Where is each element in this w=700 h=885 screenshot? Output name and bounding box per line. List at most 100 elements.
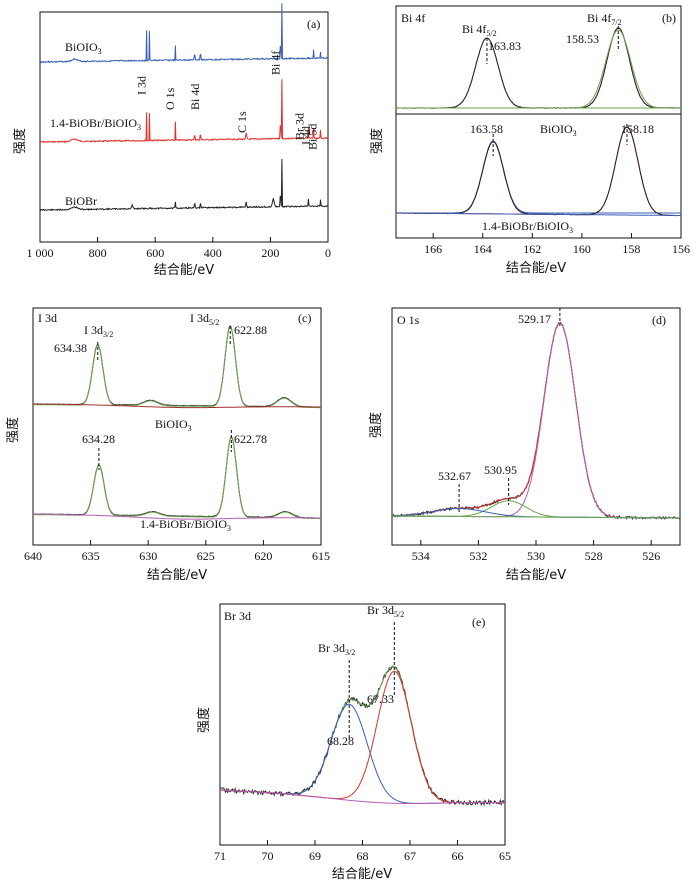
series-label-biobr: BiOBr xyxy=(65,194,97,208)
spectrum-lower xyxy=(395,126,682,217)
xtick-label: 67 xyxy=(404,849,416,863)
xtick-label: 71 xyxy=(214,849,226,863)
xtick-label: 160 xyxy=(573,242,591,256)
peak-value-634-38: 634.38 xyxy=(54,341,87,355)
panel-b-sample-lower: 1.4-BiOBr/BiOIO3 xyxy=(482,219,573,235)
xtick-label: 528 xyxy=(585,549,603,563)
panel-b-title: Bi 4f xyxy=(401,11,425,25)
panel-d-series xyxy=(391,321,681,521)
xtick-label: 534 xyxy=(412,549,430,563)
peak-label: Bi 5d xyxy=(305,124,319,150)
xtick-label: 400 xyxy=(204,246,222,260)
component-lower-blue xyxy=(396,140,681,214)
peak-name-i3d32: I 3d3/2 xyxy=(84,323,113,339)
xtick-label: 69 xyxy=(309,849,321,863)
xtick-label: 200 xyxy=(261,246,279,260)
peak-name-br3d52: Br 3d5/2 xyxy=(367,603,404,619)
panel-d: O 1s (d) 534 532 530 528 526 532.67 530.95 5… xyxy=(368,307,681,583)
panel-a-xticks: 1 000 800 600 400 200 0 xyxy=(27,237,331,260)
baseline xyxy=(392,515,680,519)
panel-c-peak-markers xyxy=(97,326,232,470)
panel-e-letter: (e) xyxy=(472,615,485,629)
panel-c-ylabel: 强度 xyxy=(5,417,21,443)
panel-c: I 3d (c) 640 635 630 625 620 615 I 3d3/2 I 3d… xyxy=(5,307,330,583)
fit-upper xyxy=(396,27,681,109)
panel-b: Bi 4f (b) 166 164 162 160 158 156 Bi 4f5/2 Bi… xyxy=(369,5,690,276)
peak-name-br3d32: Br 3d3/2 xyxy=(318,641,355,657)
peak-label: Bi 4d xyxy=(188,84,202,110)
xtick-label: 620 xyxy=(254,549,272,563)
peak-value-67-33: 67.33 xyxy=(367,692,394,706)
panel-d-frame xyxy=(391,307,681,546)
xtick-label: 65 xyxy=(499,849,511,863)
fit-lower xyxy=(33,436,321,520)
panel-c-sample-lower: 1.4-BiOBr/BiOIO3 xyxy=(140,517,231,533)
fit-upper xyxy=(33,325,321,409)
series-label-composite: 1.4-BiOBr/BiOIO3 xyxy=(50,116,141,132)
panel-e-xticks: 71 70 69 68 67 66 65 xyxy=(214,840,511,863)
xtick-label: 68 xyxy=(357,849,369,863)
xtick-label: 526 xyxy=(642,549,660,563)
peak-label: Bi 4f xyxy=(269,51,283,75)
panel-c-sample-upper: BiOIO3 xyxy=(155,417,192,433)
panel-c-letter: (c) xyxy=(298,311,311,325)
component-531 xyxy=(392,500,680,519)
panel-d-xticks: 534 532 530 528 526 xyxy=(412,540,660,563)
baseline-upper xyxy=(33,403,321,409)
spectrum-upper xyxy=(395,27,682,109)
peak-value-163-58: 163.58 xyxy=(470,122,503,136)
xtick-label: 156 xyxy=(672,242,690,256)
xtick-label: 640 xyxy=(24,549,42,563)
peak-value-529-17: 529.17 xyxy=(518,312,551,326)
xtick-label: 164 xyxy=(474,242,492,256)
spectrum xyxy=(391,321,681,521)
panel-c-series xyxy=(32,325,322,520)
xtick-label: 166 xyxy=(424,242,442,256)
component-lower-red xyxy=(396,126,681,216)
panel-a: (a) 1 000 800 600 400 200 0 BiOIO3 1.4-BiOBr/… xyxy=(12,3,331,278)
panel-e-title: Br 3d xyxy=(224,609,251,623)
xtick-label: 615 xyxy=(312,549,330,563)
panel-c-frame xyxy=(32,307,322,546)
component-67 xyxy=(220,670,505,804)
xtick-label: 635 xyxy=(82,549,100,563)
peak-value-530-95: 530.95 xyxy=(484,463,517,477)
xtick-label: 630 xyxy=(139,549,157,563)
spectrum xyxy=(219,665,505,807)
panel-d-ylabel: 强度 xyxy=(368,412,384,438)
panel-b-frame xyxy=(395,5,682,239)
peak-value-622-88: 622.88 xyxy=(234,323,267,337)
panel-e: Br 3d (e) 71 70 69 68 67 66 65 Br 3d3/2 Br 3d5… xyxy=(196,603,511,882)
series-bioio3 xyxy=(39,3,329,64)
panel-e-frame xyxy=(219,603,506,846)
panel-e-peak-markers xyxy=(348,622,395,740)
peak-value-158-53: 158.53 xyxy=(566,32,599,46)
panel-d-peak-markers xyxy=(458,308,561,512)
xtick-label: 532 xyxy=(469,549,487,563)
panel-b-sample-upper: BiOIO3 xyxy=(540,122,577,138)
panel-d-xlabel: 结合能/eV xyxy=(506,568,566,583)
xtick-label: 162 xyxy=(523,242,541,256)
peak-value-158-18: 158.18 xyxy=(621,122,654,136)
fit-envelope xyxy=(392,322,680,519)
component-529 xyxy=(392,322,680,519)
xtick-label: 625 xyxy=(197,549,215,563)
spectrum-upper xyxy=(33,325,322,408)
panel-b-xlabel: 结合能/eV xyxy=(506,261,566,276)
peak-label: I 4d xyxy=(299,126,313,145)
panel-b-xticks: 166 164 162 160 158 156 xyxy=(424,233,690,256)
peak-value-163-83: 163.83 xyxy=(488,39,521,53)
panel-a-xlabel: 结合能/eV xyxy=(154,263,214,278)
peak-name-i3d52: I 3d5/2 xyxy=(190,311,219,327)
baseline xyxy=(220,789,505,804)
xtick-label: 530 xyxy=(527,549,545,563)
panel-a-frame xyxy=(39,11,329,243)
peak-label: O 1s xyxy=(163,87,177,110)
xtick-label: 66 xyxy=(452,849,464,863)
panel-b-peak-markers xyxy=(486,26,628,156)
panel-c-xlabel: 结合能/eV xyxy=(147,568,207,583)
baseline-lower xyxy=(396,212,681,216)
panel-b-letter: (b) xyxy=(662,11,676,25)
panel-e-ylabel: 强度 xyxy=(196,707,212,733)
